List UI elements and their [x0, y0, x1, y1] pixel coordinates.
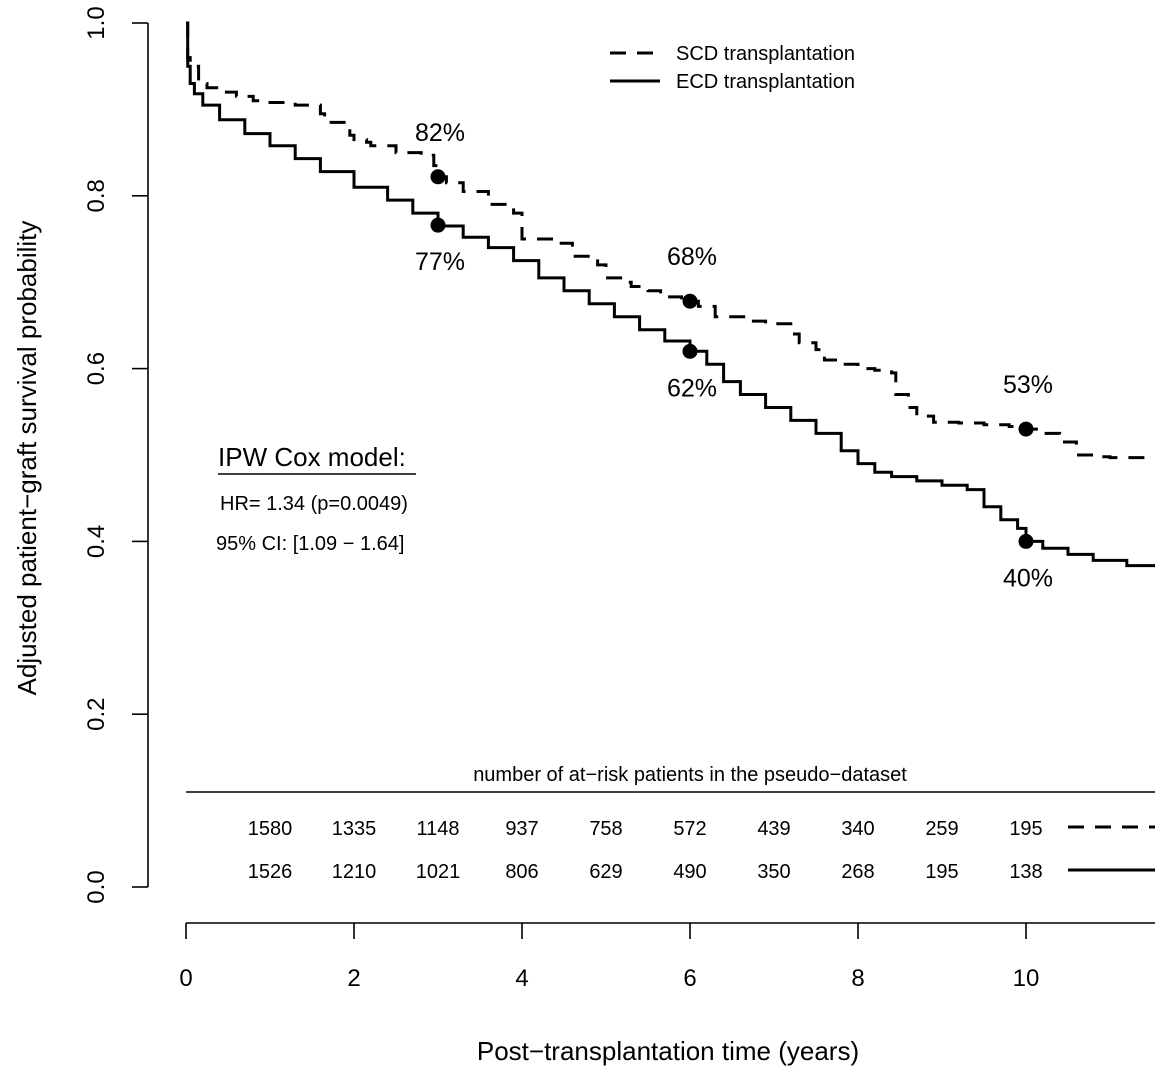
- at-risk-count-ecd: 195: [925, 861, 958, 883]
- y-tick-label: 0.0: [83, 870, 110, 903]
- x-tick-label: 4: [515, 965, 528, 992]
- y-axis: 0.0 0.2 0.4 0.6 0.8 1.0: [83, 6, 149, 904]
- at-risk-count-scd: 340: [841, 818, 874, 840]
- curves: [186, 21, 1155, 568]
- point-marker: [1018, 533, 1034, 549]
- model-annotation: IPW Cox model: HR= 1.34 (p=0.0049) 95% C…: [216, 442, 416, 555]
- model-title: IPW Cox model:: [218, 442, 406, 472]
- y-tick-label: 1.0: [83, 6, 110, 39]
- at-risk-row-ecd: 1526 1210 1021 806 629 490 350 268 195 138: [248, 861, 1043, 883]
- point-marker: [430, 169, 446, 185]
- at-risk-count-scd: 758: [589, 818, 622, 840]
- point-marker: [1018, 421, 1034, 437]
- x-axis-label: Post−transplantation time (years): [477, 1036, 859, 1066]
- at-risk-count-ecd: 490: [673, 861, 706, 883]
- ci-text: 95% CI: [1.09 − 1.64]: [216, 533, 404, 555]
- at-risk-count-scd: 439: [757, 818, 790, 840]
- at-risk-count-scd: 572: [673, 818, 706, 840]
- y-tick-label: 0.6: [83, 352, 110, 385]
- series-line-ecd: [186, 21, 1155, 568]
- y-tick-label: 0.8: [83, 179, 110, 212]
- series-line-scd: [186, 21, 1155, 460]
- x-tick-label: 0: [179, 965, 192, 992]
- at-risk-count-ecd: 268: [841, 861, 874, 883]
- point-label: 53%: [1003, 371, 1053, 399]
- at-risk-count-scd: 937: [505, 818, 538, 840]
- point-label: 40%: [1003, 564, 1053, 592]
- point-label: 68%: [667, 243, 717, 271]
- y-tick-label: 0.4: [83, 525, 110, 558]
- point-marker: [682, 293, 698, 309]
- at-risk-table: number of at−risk patients in the pseudo…: [186, 764, 1155, 883]
- at-risk-count-scd: 1580: [248, 818, 293, 840]
- at-risk-count-ecd: 138: [1009, 861, 1042, 883]
- at-risk-count-scd: 1335: [332, 818, 377, 840]
- at-risk-count-scd: 1148: [416, 818, 459, 840]
- at-risk-count-scd: 195: [1009, 818, 1042, 840]
- point-label: 82%: [415, 119, 465, 147]
- highlighted-points: 82% 77% 68% 62% 53% 40%: [415, 119, 1053, 593]
- at-risk-title: number of at−risk patients in the pseudo…: [473, 764, 907, 786]
- x-tick-label: 2: [347, 965, 360, 992]
- at-risk-row-scd: 1580 1335 1148 937 758 572 439 340 259 195: [248, 818, 1043, 840]
- hr-text: HR= 1.34 (p=0.0049): [220, 493, 408, 515]
- at-risk-count-ecd: 1021: [416, 861, 461, 883]
- at-risk-count-ecd: 1526: [248, 861, 293, 883]
- at-risk-count-ecd: 806: [505, 861, 538, 883]
- x-tick-label: 10: [1013, 965, 1040, 992]
- at-risk-count-ecd: 350: [757, 861, 790, 883]
- point-marker: [430, 217, 446, 233]
- legend-label-ecd: ECD transplantation: [676, 71, 855, 93]
- legend-label-scd: SCD transplantation: [676, 43, 855, 65]
- at-risk-count-scd: 259: [925, 818, 958, 840]
- y-tick-label: 0.2: [83, 698, 110, 731]
- x-axis: 0 2 4 6 8 10: [179, 922, 1155, 992]
- point-marker: [682, 343, 698, 359]
- point-label: 62%: [667, 374, 717, 402]
- x-tick-label: 8: [851, 965, 864, 992]
- point-label: 77%: [415, 248, 465, 276]
- at-risk-count-ecd: 1210: [332, 861, 377, 883]
- x-tick-label: 6: [683, 965, 696, 992]
- at-risk-count-ecd: 629: [589, 861, 622, 883]
- legend: SCD transplantation ECD transplantation: [610, 43, 855, 93]
- y-axis-label: Adjusted patient−graft survival probabil…: [12, 221, 42, 696]
